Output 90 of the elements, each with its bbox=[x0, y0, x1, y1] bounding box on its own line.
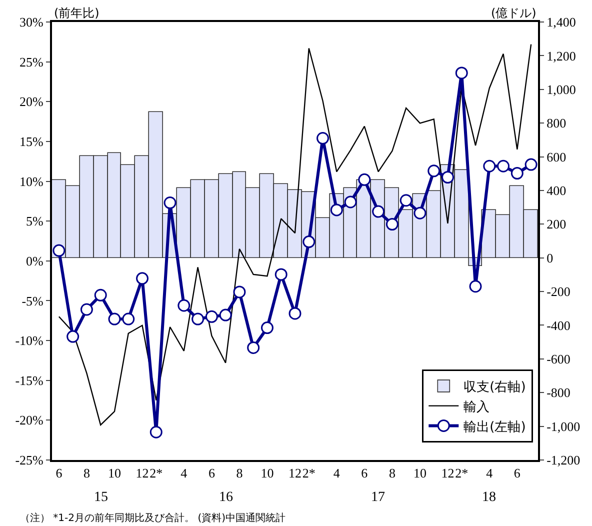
x-tick-label: 2* bbox=[150, 466, 163, 481]
point bbox=[66, 330, 80, 343]
point bbox=[122, 312, 135, 326]
y-tick-label: 15% bbox=[20, 134, 44, 149]
y2-tick-label: -600 bbox=[546, 351, 570, 366]
x-tick-label: 6 bbox=[514, 466, 521, 481]
y2-tick-label: -400 bbox=[546, 318, 570, 333]
point bbox=[386, 218, 398, 231]
x-tick-label: 12 bbox=[288, 466, 302, 481]
y-tick-label: 10% bbox=[20, 174, 44, 189]
x-tick-label: 10 bbox=[108, 466, 121, 481]
y2-tick-label: 1,200 bbox=[546, 48, 576, 64]
x-tick-label: 8 bbox=[83, 466, 90, 481]
point bbox=[288, 307, 302, 320]
x-tick-label: 8 bbox=[388, 466, 396, 481]
x-tick-label: 12 bbox=[441, 466, 454, 481]
point bbox=[524, 158, 538, 171]
point bbox=[497, 160, 510, 172]
y-tick-label: 25% bbox=[20, 54, 44, 70]
x-tick-label: 4 bbox=[333, 466, 340, 481]
point bbox=[455, 66, 468, 80]
x-tick-label: 10 bbox=[413, 466, 426, 481]
point bbox=[344, 196, 357, 208]
x-tick-label: 8 bbox=[236, 466, 243, 481]
x-tick-label: 6 bbox=[361, 466, 368, 481]
text: （注） *1-2月の前年同期比及び合計。 (資料)中国通関統計 bbox=[20, 512, 286, 524]
point bbox=[414, 206, 426, 220]
text: 17 bbox=[371, 490, 385, 505]
point bbox=[136, 272, 149, 285]
point bbox=[483, 160, 496, 172]
point bbox=[274, 268, 288, 281]
point bbox=[150, 426, 162, 438]
y2-tick-label: 400 bbox=[546, 183, 566, 198]
point bbox=[330, 204, 343, 216]
point bbox=[316, 132, 330, 145]
y-axis-title: (前年比) bbox=[54, 6, 100, 20]
point bbox=[108, 312, 121, 326]
y-tick-label: -25% bbox=[15, 452, 44, 468]
y-tick-label: -10% bbox=[15, 333, 44, 348]
y2-tick-label: 1,400 bbox=[546, 14, 576, 30]
point bbox=[52, 244, 66, 257]
y2-tick-label: 1,000 bbox=[546, 82, 576, 97]
y2-tick-label: -800 bbox=[546, 385, 570, 400]
y-tick-label: -15% bbox=[15, 372, 44, 388]
y-tick-label: -20% bbox=[15, 412, 44, 428]
point bbox=[428, 164, 440, 178]
point bbox=[372, 205, 385, 218]
y2-tick-label: 600 bbox=[546, 149, 566, 164]
y-tick-label: 5% bbox=[26, 214, 44, 229]
point bbox=[260, 322, 274, 334]
text: 18 bbox=[482, 490, 496, 505]
x-tick-label: 12 bbox=[136, 466, 149, 481]
text: 15 bbox=[94, 490, 108, 505]
point bbox=[233, 286, 246, 298]
legend-label: 輸入 bbox=[464, 400, 490, 415]
point bbox=[358, 173, 371, 186]
point bbox=[192, 312, 204, 326]
legend-label: 輸出(左軸) bbox=[464, 420, 526, 435]
point bbox=[469, 280, 482, 293]
x-tick-label: 6 bbox=[208, 466, 216, 481]
x-tick-label: 6 bbox=[56, 466, 63, 481]
y-tick-label: -5% bbox=[22, 293, 44, 308]
y2-tick-label: -1,200 bbox=[546, 452, 580, 468]
x-tick-label: 10 bbox=[260, 466, 274, 481]
point bbox=[178, 299, 190, 312]
x-tick-label: 2* bbox=[302, 466, 316, 481]
point bbox=[302, 236, 316, 248]
y2-axis-title: (億ドル) bbox=[491, 6, 536, 20]
point bbox=[205, 310, 218, 323]
y2-tick-label: 800 bbox=[546, 116, 566, 131]
y2-tick-label: 200 bbox=[546, 216, 566, 232]
point bbox=[219, 308, 232, 322]
x-tick-label: 4 bbox=[180, 466, 188, 481]
point bbox=[94, 288, 107, 302]
y2-tick-label: 0 bbox=[546, 250, 554, 266]
point bbox=[441, 171, 454, 184]
text: 16 bbox=[219, 490, 233, 505]
y2-tick-label: -200 bbox=[546, 284, 570, 300]
x-tick-label: 2* bbox=[455, 466, 468, 481]
point bbox=[164, 196, 176, 210]
point bbox=[510, 167, 524, 180]
point bbox=[247, 341, 260, 354]
legend-label: 収支(右軸) bbox=[464, 380, 526, 395]
y-tick-label: 0% bbox=[26, 253, 44, 268]
y2-tick-label: -1,000 bbox=[546, 418, 580, 434]
point bbox=[400, 194, 412, 207]
y-tick-label: 20% bbox=[20, 94, 44, 110]
y-tick-label: 30% bbox=[20, 14, 44, 30]
point bbox=[80, 303, 93, 316]
x-tick-label: 4 bbox=[486, 466, 494, 481]
